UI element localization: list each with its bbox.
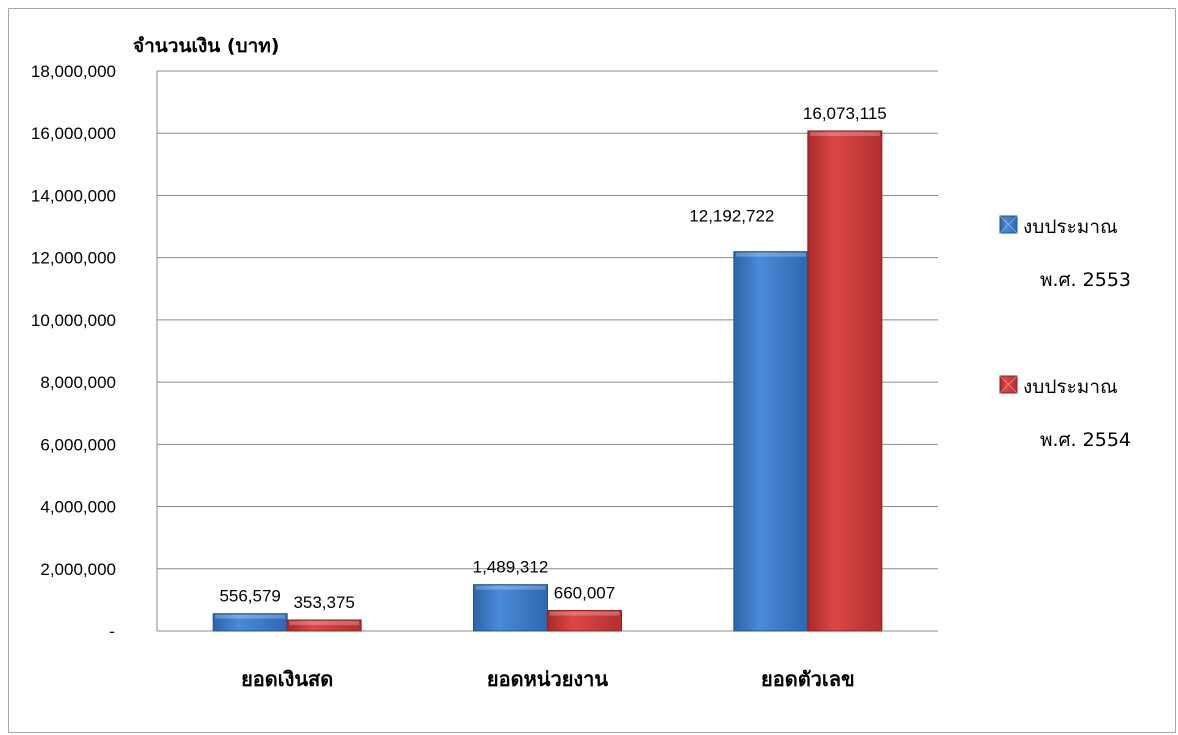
bar-highlight: [289, 621, 360, 626]
data-label: 16,073,115: [803, 104, 887, 123]
bars: [212, 130, 883, 632]
category-labels: ยอดเงินสด ยอดหน่วยงาน ยอดตัวเลข: [241, 667, 855, 691]
bar-highlight: [809, 131, 880, 136]
y-tick-label: 18,000,000: [31, 62, 116, 81]
legend-swatch: [999, 375, 1018, 394]
bar-2554-3: [807, 130, 883, 632]
y-tick-label: 16,000,000: [31, 124, 116, 143]
bar-highlight: [735, 252, 806, 257]
y-tick-label: 6,000,000: [40, 435, 116, 454]
x-category-label: ยอดหน่วยงาน: [487, 667, 609, 691]
legend-swatch: [999, 215, 1018, 234]
legend-label-line2: พ.ศ. 2553: [1040, 269, 1131, 291]
y-tick-label: 12,000,000: [31, 249, 116, 268]
bar-highlight: [475, 585, 546, 590]
data-labels: 556,579 353,375 1,489,312 660,007 12,192,722…: [219, 104, 886, 612]
bar-2554-1: [286, 619, 362, 632]
legend-label-line1: งบประมาณ: [1023, 216, 1118, 238]
y-tick-label: 10,000,000: [31, 311, 116, 330]
bar-highlight: [549, 611, 620, 616]
data-label: 556,579: [219, 587, 280, 606]
legend-label-line1: งบประมาณ: [1023, 376, 1118, 398]
y-tick-labels: - 2,000,000 4,000,000 6,000,000 8,000,000 10,…: [31, 62, 116, 641]
data-label: 353,375: [293, 593, 354, 612]
y-tick-label: -: [109, 622, 115, 641]
y-axis-label: จำนวนเงิน (บาท): [133, 35, 279, 57]
bar-highlight: [215, 614, 286, 619]
y-tick-label: 4,000,000: [40, 498, 116, 517]
legend-swatch-bevel: [999, 215, 1018, 234]
legend-label-line2: พ.ศ. 2554: [1040, 429, 1131, 451]
y-tick-label: 14,000,000: [31, 186, 116, 205]
data-label: 660,007: [554, 583, 615, 602]
x-category-label: ยอดเงินสด: [241, 667, 333, 691]
data-label: 12,192,722: [689, 207, 774, 226]
y-tick-label: 2,000,000: [40, 560, 116, 579]
bar-2554-2: [547, 609, 622, 632]
y-tick-label: 8,000,000: [40, 373, 116, 392]
x-category-label: ยอดตัวเลข: [761, 667, 855, 691]
data-label: 1,489,312: [473, 558, 549, 577]
bar-2553-2: [473, 584, 548, 632]
legend-swatch-bevel: [999, 375, 1018, 394]
bar-2553-3: [733, 251, 809, 632]
